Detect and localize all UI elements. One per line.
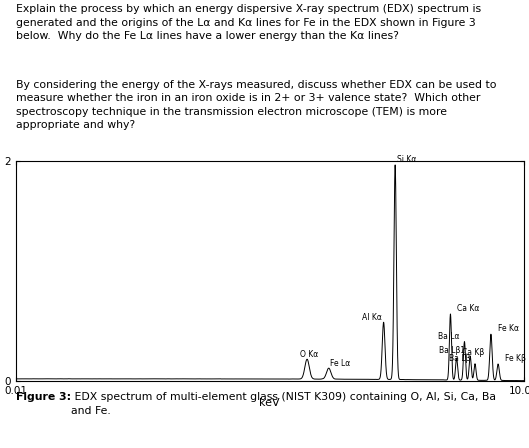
Text: By considering the energy of the X-rays measured, discuss whether EDX can be use: By considering the energy of the X-rays …: [16, 80, 496, 130]
Text: O Kα: O Kα: [300, 350, 318, 359]
Text: EDX spectrum of multi-element glass (NIST K309) containing O, Al, Si, Ca, Ba
and: EDX spectrum of multi-element glass (NIS…: [71, 392, 496, 416]
Text: Si Kα: Si Kα: [397, 155, 416, 164]
Text: Ca Kα: Ca Kα: [457, 304, 480, 313]
Text: Ba Lα: Ba Lα: [438, 332, 459, 340]
Text: Fe Kα: Fe Kα: [498, 324, 519, 333]
Text: Ba Lβ: Ba Lβ: [449, 353, 470, 362]
Text: Fe Lα: Fe Lα: [331, 359, 351, 368]
Text: Ba Lβ1: Ba Lβ1: [439, 346, 465, 355]
Text: Figure 3:: Figure 3:: [16, 392, 71, 402]
Text: Al Kα: Al Kα: [362, 313, 382, 322]
Text: Explain the process by which an energy dispersive X-ray spectrum (EDX) spectrum : Explain the process by which an energy d…: [16, 4, 481, 41]
X-axis label: keV: keV: [260, 397, 280, 408]
Text: Ca Kβ: Ca Kβ: [462, 348, 484, 357]
Text: Fe Kβ: Fe Kβ: [505, 353, 526, 362]
